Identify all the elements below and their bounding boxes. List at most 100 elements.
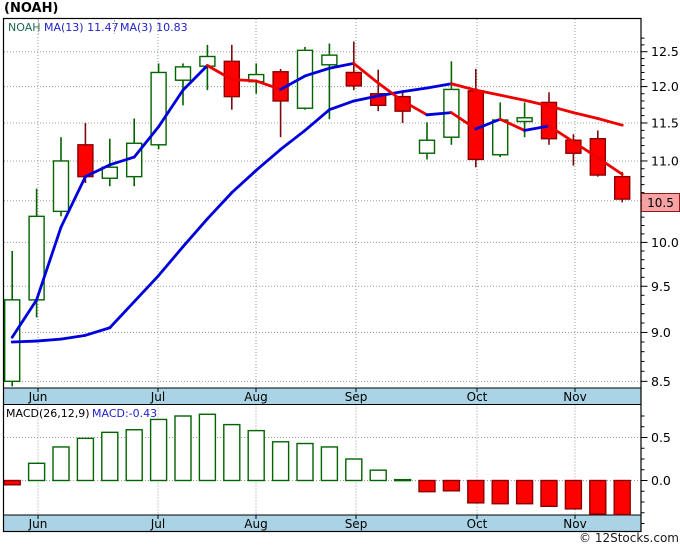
ma3-line-segment	[132, 125, 161, 159]
macd-bar	[564, 479, 583, 510]
macd-bar	[320, 446, 339, 482]
page-title: (NOAH)	[4, 1, 59, 16]
ma3-line-segment	[108, 155, 136, 167]
current-price-marker: 10.5	[641, 193, 680, 212]
macd-bar	[198, 413, 217, 482]
month-label: Jun	[28, 390, 48, 404]
ma3-line-segment	[59, 175, 87, 229]
ma3-line-segment	[230, 78, 258, 83]
ma3-line-segment	[572, 140, 600, 160]
ma13-line-segment	[474, 88, 502, 97]
ma3-line-segment	[10, 298, 38, 339]
ma13-line-segment	[35, 337, 63, 343]
ma13-legend-label: MA(13) 11.47	[44, 21, 119, 34]
macd-bar	[540, 479, 558, 507]
macd-bar	[613, 479, 631, 516]
macd-bar	[271, 441, 290, 482]
macd-bar	[3, 479, 21, 486]
candle-body	[345, 71, 362, 87]
macd-bar	[467, 479, 485, 504]
ma3-line-segment	[279, 74, 307, 91]
ma13-line-segment	[449, 82, 478, 92]
candle-body	[101, 166, 119, 179]
ma3-line-segment	[84, 163, 112, 179]
macd-bar	[247, 429, 265, 482]
macd-bar	[174, 415, 192, 482]
ma13-line-segment	[205, 191, 234, 221]
macd-bar	[125, 429, 143, 482]
month-band	[3, 387, 642, 405]
price-tick-label: 12.0	[651, 79, 679, 94]
month-label: Jun	[28, 517, 48, 531]
macd-bar	[393, 478, 412, 482]
macd-bar	[27, 462, 46, 482]
ma13-line-segment	[157, 245, 185, 277]
candle-body	[614, 175, 631, 200]
ma3-line-segment	[523, 124, 551, 132]
month-label: Oct	[467, 517, 488, 531]
macd-bar	[589, 479, 607, 515]
ma13-line-segment	[376, 90, 405, 98]
month-label: Jul	[150, 390, 165, 404]
ma3-line-segment	[352, 62, 380, 85]
ma13-line-segment	[596, 117, 624, 127]
macd-bar	[101, 431, 119, 482]
ma3-line-segment	[401, 99, 429, 117]
month-label: Sep	[345, 390, 368, 404]
macd-bar	[491, 479, 509, 505]
macd-params-label: MACD(26,12,9)	[6, 407, 90, 420]
ma3-line-segment	[205, 64, 234, 81]
macd-bar	[418, 479, 436, 493]
price-tick-label: 9.5	[651, 279, 671, 294]
ma3-line-segment	[35, 225, 63, 302]
chart-frame	[2, 17, 642, 533]
ma13-line-segment	[572, 111, 600, 120]
legend-separator	[38, 20, 39, 34]
ma13-line-segment	[84, 326, 112, 337]
price-tick-label: 11.0	[651, 153, 679, 168]
ma13-line-segment	[498, 93, 526, 102]
ma13-line-segment	[523, 98, 551, 108]
ma3-legend-label: MA(3) 10.83	[120, 21, 188, 34]
price-tick-label: 8.5	[651, 374, 671, 389]
candle-body	[77, 144, 94, 178]
legend-separator	[114, 20, 115, 34]
candle-body	[370, 93, 387, 107]
candle-body	[321, 54, 338, 66]
ma13-line-segment	[327, 99, 356, 112]
macd-tick-label: 0.5	[651, 430, 671, 445]
candle-body	[174, 66, 192, 81]
ma13-line-segment	[401, 86, 429, 93]
macd-bar	[442, 479, 461, 492]
candle-body	[52, 160, 70, 213]
ma3-line-segment	[547, 124, 575, 144]
ma3-line-segment	[157, 88, 185, 129]
ma13-line-segment	[352, 94, 380, 103]
macd-bar	[369, 469, 387, 482]
macd-tick-label: 0.0	[651, 473, 671, 488]
price-tick-label: 9.0	[651, 325, 671, 340]
candle-body	[516, 117, 533, 123]
macd-bar	[149, 418, 168, 482]
month-label: Aug	[244, 390, 267, 404]
ma13-line-segment	[303, 108, 331, 132]
ma13-line-segment	[279, 129, 307, 151]
price-tick-label: 12.5	[651, 44, 679, 59]
ma13-line-segment	[10, 339, 38, 344]
macd-bar	[345, 458, 363, 482]
ma13-line-segment	[425, 82, 453, 90]
ma13-line-segment	[181, 217, 209, 249]
ma13-line-segment	[108, 300, 136, 330]
macd-bar	[296, 442, 314, 482]
symbol-label: NOAH	[8, 21, 41, 34]
ma3-line-segment	[181, 64, 209, 92]
ma3-line-segment	[425, 111, 453, 117]
macd-bar	[76, 437, 95, 482]
ma3-line-segment	[498, 117, 526, 132]
month-band	[3, 514, 642, 532]
month-label: Nov	[563, 390, 586, 404]
ma3-line-segment	[474, 117, 502, 131]
macd-bar	[515, 479, 534, 505]
